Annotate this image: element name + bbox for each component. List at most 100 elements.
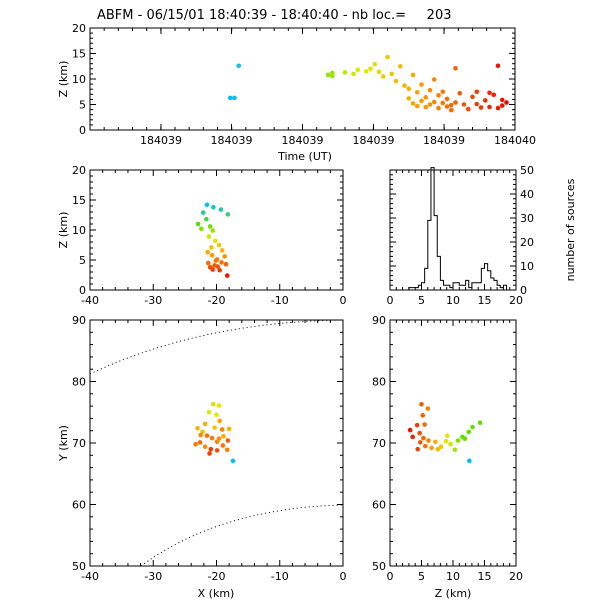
x-z-point <box>210 267 216 272</box>
z-y-point <box>422 422 427 427</box>
z-y-point <box>466 429 472 435</box>
z-y-point <box>417 440 423 445</box>
xz-y-tick-label: 0 <box>79 284 86 297</box>
time-height-point <box>402 83 407 88</box>
time-height-point <box>342 70 348 75</box>
figure-title: ABFM - 06/15/01 18:40:39 - 18:40:40 - nb… <box>97 8 452 23</box>
x-y-point <box>204 433 210 438</box>
x-y-point <box>216 436 222 441</box>
time-height-point <box>423 104 429 110</box>
time-height-point <box>465 106 471 112</box>
z-histogram-panel <box>389 169 517 291</box>
time-height-y-tick-label: 20 <box>72 22 86 35</box>
time-height-point <box>440 89 446 95</box>
time-tick-label: 184040 <box>494 134 536 147</box>
time-height-point <box>444 96 450 102</box>
x-y-point <box>217 418 222 424</box>
x-y-point <box>202 421 208 427</box>
time-tick-label: 184039 <box>352 134 394 147</box>
x-z-point <box>215 264 221 269</box>
time-height-point <box>453 100 458 105</box>
z-y-point <box>445 433 450 438</box>
z-y-panel <box>389 319 517 567</box>
time-height-point <box>436 93 441 98</box>
time-height-y-tick-label: 15 <box>72 48 86 61</box>
x-y-point <box>197 440 203 445</box>
time-height-point <box>363 69 369 74</box>
time-height-panel <box>89 27 516 131</box>
z-y-point <box>448 441 453 447</box>
time-height-point <box>436 105 441 111</box>
time-height-y-tick-label: 10 <box>72 73 86 86</box>
x-z-point <box>205 249 210 255</box>
z-y-point <box>462 436 468 441</box>
x-z-point <box>209 245 214 250</box>
time-height-point <box>236 63 242 69</box>
x-y-point <box>220 443 226 448</box>
xz-x-tick-label: -20 <box>208 294 226 307</box>
xy-y-tick-label: 50 <box>72 560 86 573</box>
zy-x-tick-label: 5 <box>418 570 425 583</box>
time-height-point <box>227 95 233 101</box>
zy-y-tick-label: 50 <box>372 560 386 573</box>
time-height-point <box>372 61 378 67</box>
z-y-point <box>470 424 475 430</box>
time-height-point <box>491 92 497 98</box>
time-height-point <box>495 105 501 111</box>
xz-y-tick-label: 5 <box>79 254 86 267</box>
zy-x-tick-label: 20 <box>509 570 523 583</box>
time-height-point <box>440 100 446 106</box>
z-y-point <box>477 420 483 426</box>
x-y-point <box>206 409 212 415</box>
time-tick-label: 184039 <box>282 134 324 147</box>
x-y-point <box>214 448 220 453</box>
zy-y-tick-label: 80 <box>372 376 386 389</box>
zy-x-tick-label: 15 <box>478 570 492 583</box>
xy-y-tick-label: 80 <box>72 376 86 389</box>
time-height-point <box>448 102 454 108</box>
z-y-point <box>426 438 431 443</box>
xz-x-tick-label: 0 <box>340 294 347 307</box>
z-y-point <box>410 434 415 440</box>
hist-x-tick-label: 20 <box>509 294 523 307</box>
z-y-point <box>419 401 424 407</box>
zy-x-tick-label: 0 <box>387 570 394 583</box>
time-height-point <box>419 98 424 104</box>
xy-y-tick-label: 70 <box>72 437 86 450</box>
zy-x-tick-label: 10 <box>446 570 460 583</box>
x-y-point <box>230 458 236 464</box>
x-axis-label: X (km) <box>198 587 235 600</box>
z-y-point <box>422 443 428 449</box>
xz-y-tick-label: 10 <box>72 224 86 237</box>
range-ring-inner <box>140 504 344 567</box>
time-height-point <box>478 105 484 110</box>
x-z-point <box>223 261 229 267</box>
xz-y-tick-label: 20 <box>72 164 86 177</box>
xy-x-tick-label: -40 <box>81 570 99 583</box>
x-z-point <box>222 254 228 259</box>
x-z-point <box>217 267 222 273</box>
hist-y-tick-label: 10 <box>520 260 534 273</box>
z-y-point <box>420 413 426 418</box>
z-y-point <box>414 422 420 428</box>
z-y-point <box>435 446 441 452</box>
xy-x-tick-label: 0 <box>340 570 347 583</box>
x-z-point <box>218 207 224 212</box>
x-y-point <box>212 425 217 430</box>
x-y-point <box>207 451 212 456</box>
time-height-point <box>376 69 382 75</box>
time-height-point <box>385 54 390 60</box>
x-z-point <box>216 242 222 248</box>
time-height-point <box>495 63 501 69</box>
time-height-point <box>504 100 509 105</box>
z-y-point <box>417 430 422 436</box>
time-height-point <box>414 103 420 109</box>
z-axis-label-bottom: Z (km) <box>435 587 472 600</box>
z-y-point <box>443 438 449 444</box>
xy-x-tick-label: -20 <box>208 570 226 583</box>
time-height-point <box>419 82 424 87</box>
x-z-point <box>213 258 219 263</box>
xz-y-tick-label: 15 <box>72 194 86 207</box>
x-z-point <box>205 260 211 266</box>
